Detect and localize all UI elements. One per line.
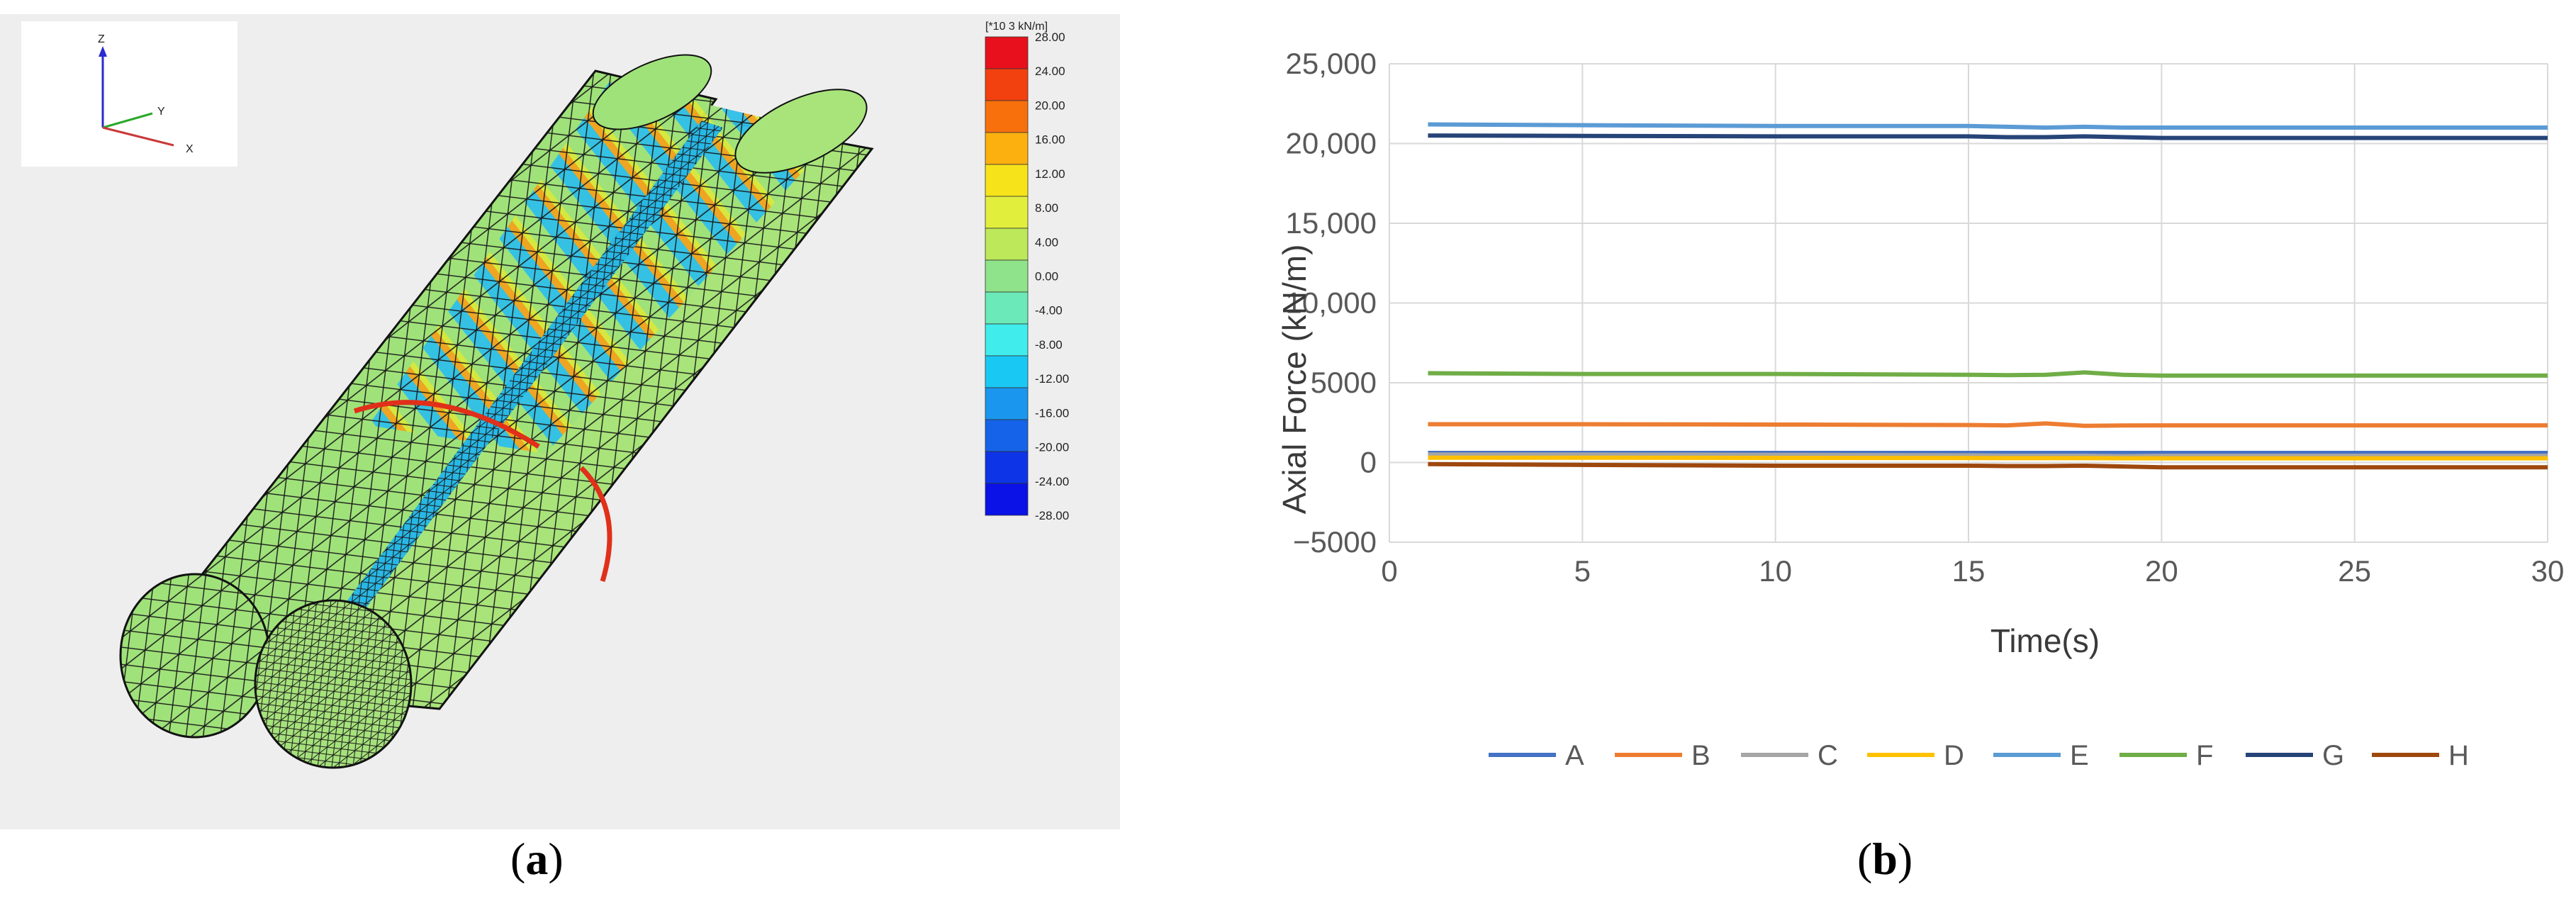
colorbar-segment <box>985 451 1029 484</box>
y-tick-labels: 25,000 20,000 15,000 10,000 5000 0 −5000 <box>1286 47 1377 559</box>
legend-label-c: C <box>1818 740 1838 771</box>
x-tick-label: 15 <box>1952 554 1986 588</box>
y-tick-label: −5000 <box>1293 525 1377 559</box>
caption-a-close: ) <box>548 834 564 884</box>
legend-label-a: A <box>1565 740 1584 771</box>
colorbar-segment <box>985 100 1029 133</box>
y-tick-label: 10,000 <box>1286 286 1377 320</box>
colorbar-label: 12.00 <box>1035 167 1065 181</box>
colorbar-label: 24.00 <box>1035 65 1065 78</box>
series-line-e <box>1428 122 2548 130</box>
colorbar-segment <box>985 259 1029 293</box>
colorbar-segment <box>985 228 1029 261</box>
colorbar-segment <box>985 483 1029 516</box>
y-tick-label: 25,000 <box>1286 47 1377 80</box>
panel-b-axial-force-chart: 25,000 20,000 15,000 10,000 5000 0 −5000 0 5 10 1… <box>1248 43 2576 884</box>
x-tick-labels: 0 5 10 15 20 25 30 <box>1381 554 2564 588</box>
series-line-b <box>1428 421 2548 428</box>
x-tick-label: 5 <box>1574 554 1591 588</box>
colorbar-label: -28.00 <box>1035 509 1069 522</box>
legend-label-d: D <box>1944 740 1964 771</box>
colorbar-label: -4.00 <box>1035 304 1063 318</box>
legend-label-e: E <box>2070 740 2089 771</box>
colorbar-label: -24.00 <box>1035 475 1069 488</box>
twin-tunnel-model <box>119 54 874 769</box>
caption-b-close: ) <box>1897 834 1913 884</box>
legend-label-g: G <box>2322 740 2344 771</box>
colorbar-segment <box>985 196 1029 229</box>
colorbar-label: -8.00 <box>1035 338 1063 352</box>
chart-series <box>1428 122 2548 470</box>
x-tick-label: 25 <box>2338 554 2371 588</box>
x-tick-label: 10 <box>1759 554 1792 588</box>
colorbar-label: 0.00 <box>1035 270 1058 284</box>
chart-gridlines <box>1389 63 2548 543</box>
colorbar-label: 8.00 <box>1035 201 1058 215</box>
legend-label-b: B <box>1691 740 1710 771</box>
x-tick-label: 30 <box>2531 554 2565 588</box>
colorbar-segment <box>985 355 1029 388</box>
caption-b: (b) <box>1857 833 1913 885</box>
series-line-g <box>1428 133 2548 140</box>
colorbar-label: 16.00 <box>1035 133 1065 147</box>
colorbar-label: -16.00 <box>1035 406 1069 420</box>
legend-label-h: H <box>2448 740 2469 771</box>
series-line-c <box>1428 452 2548 459</box>
colorbar-segment <box>985 419 1029 452</box>
coordinate-triad: Z Y X <box>21 21 237 167</box>
y-tick-label: 0 <box>1360 446 1377 479</box>
triad-x-label: X <box>186 143 194 155</box>
colorbar-segment <box>985 36 1029 69</box>
colorbar-label: 28.00 <box>1035 30 1065 44</box>
colorbar-legend: [*10 3 kN/m] 28.00 24.00 20.00 16.00 12.00 8.… <box>985 21 1069 522</box>
fea-tunnel-contour-plot: Z Y X <box>0 14 1120 829</box>
colorbar-segment <box>985 68 1029 101</box>
colorbar-label: 4.00 <box>1035 235 1058 249</box>
chart-legend: A B C D E F G H <box>1489 740 2469 771</box>
triad-z-label: Z <box>98 33 105 45</box>
legend-label-f: F <box>2196 740 2213 771</box>
colorbar-title: [*10 3 kN/m] <box>985 21 1048 33</box>
series-line-h <box>1428 461 2548 470</box>
caption-a: (a) <box>510 833 564 885</box>
colorbar-label: 20.00 <box>1035 99 1065 112</box>
colorbar-segment <box>985 132 1029 165</box>
y-tick-label: 5000 <box>1311 366 1377 399</box>
series-line-d <box>1428 455 2548 461</box>
caption-a-letter: a <box>525 834 549 884</box>
triad-y-label: Y <box>157 106 165 118</box>
colorbar-segment <box>985 291 1029 325</box>
x-tick-label: 20 <box>2145 554 2178 588</box>
y-axis-title: Axial Force (kN/m) <box>1276 245 1313 515</box>
caption-b-letter: b <box>1872 834 1898 884</box>
caption-a-open: ( <box>510 834 526 884</box>
panel-a-fea-view: Z Y X <box>0 0 1120 884</box>
colorbar-label: -12.00 <box>1035 372 1069 386</box>
x-tick-label: 0 <box>1381 554 1397 588</box>
colorbar-segment <box>985 323 1029 357</box>
series-line-f <box>1428 370 2548 378</box>
y-tick-label: 15,000 <box>1286 206 1377 240</box>
x-axis-title: Time(s) <box>1990 622 2100 659</box>
colorbar-segment <box>985 387 1029 420</box>
colorbar-segment <box>985 164 1029 197</box>
caption-b-open: ( <box>1857 834 1873 884</box>
colorbar-label: -20.00 <box>1035 441 1069 454</box>
y-tick-label: 20,000 <box>1286 127 1377 160</box>
